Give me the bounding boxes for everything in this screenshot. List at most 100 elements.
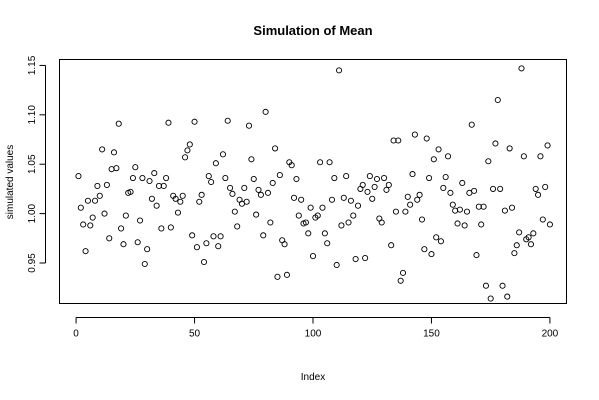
data-point xyxy=(456,206,463,213)
data-point xyxy=(331,174,338,182)
data-point xyxy=(253,211,260,218)
data-point xyxy=(487,295,494,302)
data-point xyxy=(267,219,274,226)
data-point xyxy=(366,173,373,180)
data-point xyxy=(155,182,163,189)
data-point xyxy=(89,214,96,221)
data-point xyxy=(113,165,120,172)
data-point xyxy=(245,122,253,129)
data-point xyxy=(506,145,513,152)
data-point xyxy=(99,146,106,153)
data-point xyxy=(435,146,442,153)
data-point xyxy=(542,183,549,190)
data-point xyxy=(224,117,231,124)
data-point xyxy=(354,202,362,209)
data-point xyxy=(200,258,208,266)
data-point xyxy=(459,179,466,187)
x-tick-label: 50 xyxy=(189,329,201,340)
data-point xyxy=(272,145,279,152)
data-point xyxy=(501,207,508,214)
data-point xyxy=(231,208,238,215)
data-point xyxy=(222,174,229,182)
data-point xyxy=(139,174,146,182)
data-point xyxy=(141,260,148,268)
data-point xyxy=(442,173,449,181)
data-point xyxy=(257,191,264,198)
data-point xyxy=(96,192,103,199)
data-point xyxy=(444,153,452,160)
data-point xyxy=(136,217,144,224)
x-axis-label: Index xyxy=(301,372,325,383)
data-point xyxy=(399,269,407,276)
data-point xyxy=(390,137,397,144)
data-point xyxy=(101,210,108,217)
data-point xyxy=(471,187,478,194)
data-point xyxy=(122,212,129,219)
data-point xyxy=(158,225,165,232)
data-point xyxy=(106,235,113,242)
data-point xyxy=(172,195,179,202)
data-point xyxy=(255,186,262,193)
data-point xyxy=(414,196,421,203)
data-point xyxy=(378,219,385,226)
data-point xyxy=(352,255,359,263)
data-point xyxy=(333,261,340,269)
data-point xyxy=(75,173,82,180)
data-point xyxy=(144,246,151,253)
data-point xyxy=(205,173,212,180)
data-point xyxy=(260,232,267,239)
data-point xyxy=(309,253,317,260)
data-point xyxy=(490,185,497,192)
data-point xyxy=(494,96,501,104)
x-tick-label: 0 xyxy=(73,329,79,340)
plot-area xyxy=(59,59,567,304)
data-point xyxy=(369,195,376,202)
y-tick-label: 1.00 xyxy=(27,203,38,223)
data-point xyxy=(518,65,525,72)
data-point xyxy=(392,208,399,215)
data-point xyxy=(440,184,447,191)
data-point xyxy=(418,216,426,223)
data-point xyxy=(241,184,248,191)
data-point xyxy=(373,175,381,183)
data-point xyxy=(283,271,290,278)
data-point xyxy=(383,186,390,193)
y-tick-label: 1.15 xyxy=(27,55,38,75)
data-point xyxy=(177,198,184,205)
data-point xyxy=(217,233,224,240)
data-point xyxy=(262,108,269,115)
data-point xyxy=(504,293,511,300)
data-point xyxy=(115,120,122,127)
chart-title: Simulation of Mean xyxy=(253,23,372,38)
data-point xyxy=(473,252,480,259)
data-point xyxy=(371,183,378,190)
data-point xyxy=(319,204,326,211)
data-point xyxy=(461,222,468,229)
data-point xyxy=(293,175,300,183)
y-axis-label: simulated values xyxy=(5,145,16,219)
data-point xyxy=(546,221,553,228)
data-point xyxy=(120,241,127,248)
data-point xyxy=(182,154,189,161)
data-point xyxy=(324,240,331,247)
data-point xyxy=(160,182,167,189)
data-point xyxy=(359,181,366,189)
data-point xyxy=(127,188,134,195)
data-point xyxy=(196,198,203,205)
data-point xyxy=(338,222,345,229)
data-point xyxy=(437,238,444,245)
x-tick-label: 200 xyxy=(542,329,559,340)
data-point xyxy=(478,221,485,228)
data-point xyxy=(295,212,302,219)
y-tick-label: 1.10 xyxy=(27,105,38,125)
x-axis: 0 50 100 150 200 xyxy=(73,317,559,340)
data-point xyxy=(203,240,210,247)
data-point xyxy=(317,159,324,166)
data-point xyxy=(345,219,352,226)
data-point xyxy=(411,131,418,138)
data-point xyxy=(264,189,272,196)
data-point xyxy=(532,185,539,192)
data-point xyxy=(132,164,139,171)
data-point xyxy=(468,121,475,128)
